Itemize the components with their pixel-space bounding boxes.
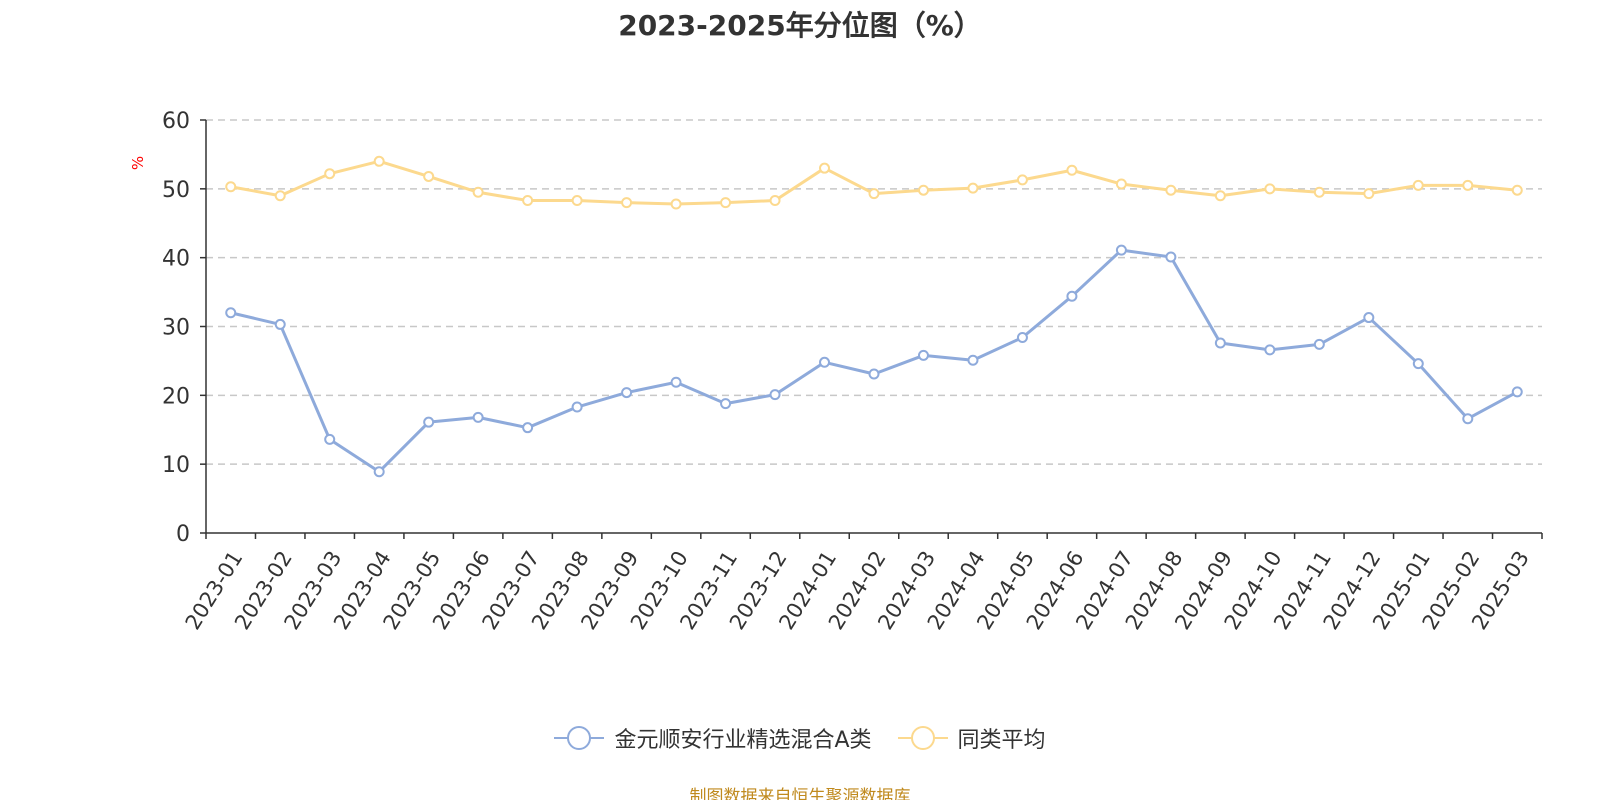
y-tick-label: 30 xyxy=(162,316,190,341)
data-point[interactable] xyxy=(1313,338,1325,350)
data-point[interactable] xyxy=(1363,312,1375,324)
data-point[interactable] xyxy=(1511,386,1523,398)
data-point[interactable] xyxy=(917,184,929,196)
series xyxy=(225,155,1523,478)
data-point[interactable] xyxy=(472,411,484,423)
data-point[interactable] xyxy=(1462,413,1474,425)
data-point[interactable] xyxy=(324,168,336,180)
data-point[interactable] xyxy=(769,389,781,401)
series-line xyxy=(230,248,1518,474)
data-point[interactable] xyxy=(670,198,682,210)
axes: 01020304050602023-012023-022023-032023-0… xyxy=(162,109,1543,634)
data-point[interactable] xyxy=(1016,332,1028,344)
data-point[interactable] xyxy=(967,354,979,366)
data-point[interactable] xyxy=(819,356,831,368)
data-point[interactable] xyxy=(670,376,682,388)
y-tick-label: 0 xyxy=(176,522,190,547)
data-point[interactable] xyxy=(522,195,534,207)
data-point[interactable] xyxy=(1115,178,1127,190)
data-point[interactable] xyxy=(1462,179,1474,191)
data-point[interactable] xyxy=(571,195,583,207)
data-point[interactable] xyxy=(423,170,435,182)
data-point[interactable] xyxy=(1165,184,1177,196)
data-point[interactable] xyxy=(1412,358,1424,370)
chart-title: 2023-2025年分位图（%） xyxy=(618,9,982,42)
data-point[interactable] xyxy=(720,398,732,410)
data-point[interactable] xyxy=(868,188,880,200)
y-tick-label: 60 xyxy=(162,109,190,134)
data-point[interactable] xyxy=(621,387,633,399)
grid-lines xyxy=(206,119,1542,465)
data-point[interactable] xyxy=(225,307,237,319)
legend-label-fund: 金元顺安行业精选混合A类 xyxy=(614,728,872,753)
y-axis-unit-label: % xyxy=(129,156,147,170)
legend-label-peer-average: 同类平均 xyxy=(957,728,1046,753)
data-point[interactable] xyxy=(1066,164,1078,176)
data-point[interactable] xyxy=(1214,337,1226,349)
y-tick-label: 40 xyxy=(162,247,190,272)
data-point[interactable] xyxy=(1511,184,1523,196)
data-point[interactable] xyxy=(621,197,633,209)
data-source-note: 制图数据来自恒生聚源数据库 xyxy=(689,787,911,800)
data-point[interactable] xyxy=(274,318,286,330)
data-point[interactable] xyxy=(720,197,732,209)
data-point[interactable] xyxy=(1066,290,1078,302)
data-point[interactable] xyxy=(423,416,435,428)
data-point[interactable] xyxy=(1264,183,1276,195)
data-point[interactable] xyxy=(225,181,237,193)
data-point[interactable] xyxy=(571,401,583,413)
data-point[interactable] xyxy=(1264,344,1276,356)
series-fund xyxy=(225,244,1523,478)
data-point[interactable] xyxy=(1165,251,1177,263)
data-point[interactable] xyxy=(324,433,336,445)
data-point[interactable] xyxy=(373,466,385,478)
y-tick-label: 50 xyxy=(162,178,190,203)
data-point[interactable] xyxy=(522,422,534,434)
data-point[interactable] xyxy=(868,368,880,380)
data-point[interactable] xyxy=(967,182,979,194)
data-point[interactable] xyxy=(274,190,286,202)
legend-item-peer-average[interactable]: 同类平均 xyxy=(897,722,1046,754)
legend-item-fund[interactable]: 金元顺安行业精选混合A类 xyxy=(554,722,872,754)
chart-legend: 金元顺安行业精选混合A类 同类平均 xyxy=(0,722,1600,754)
data-point[interactable] xyxy=(1214,190,1226,202)
data-point[interactable] xyxy=(373,155,385,167)
legend-marker-fund-icon xyxy=(554,726,605,750)
data-point[interactable] xyxy=(472,186,484,198)
data-point[interactable] xyxy=(1115,244,1127,256)
data-point[interactable] xyxy=(1412,179,1424,191)
y-tick-label: 10 xyxy=(162,453,190,478)
data-point[interactable] xyxy=(1363,188,1375,200)
data-point[interactable] xyxy=(819,162,831,174)
data-point[interactable] xyxy=(917,349,929,361)
legend-marker-peer-average-icon xyxy=(897,726,948,750)
y-tick-label: 20 xyxy=(162,384,190,409)
data-point[interactable] xyxy=(1313,186,1325,198)
data-point[interactable] xyxy=(1016,174,1028,186)
series-peer-average xyxy=(225,155,1523,210)
data-point[interactable] xyxy=(769,195,781,207)
